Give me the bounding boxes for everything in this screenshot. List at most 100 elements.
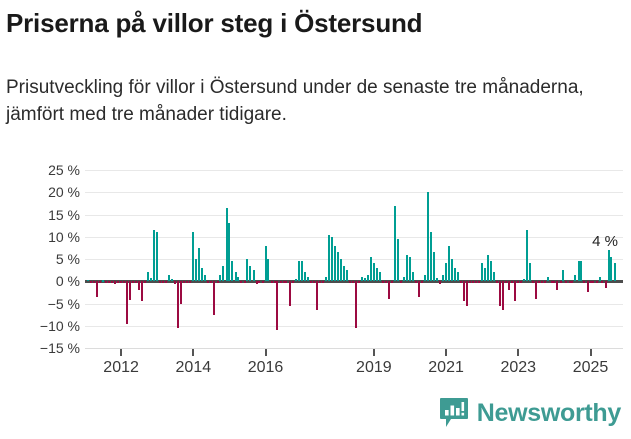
bar (538, 281, 541, 284)
bar (324, 276, 327, 282)
bar (234, 272, 237, 282)
y-axis-tick-label: 5 % (55, 251, 80, 267)
gridline (85, 259, 623, 260)
gridline (85, 170, 623, 171)
plot-area: 4 % (85, 170, 623, 349)
x-axis-tick (589, 349, 592, 356)
bar (490, 261, 493, 282)
brand-name: Newsworthy (476, 398, 622, 427)
bar (90, 281, 93, 284)
bar (559, 281, 562, 284)
bar (550, 281, 553, 284)
bar (571, 281, 574, 284)
bar (219, 274, 222, 282)
bar (339, 259, 342, 282)
bar (577, 261, 580, 282)
bar (183, 281, 186, 284)
bar (399, 281, 402, 284)
gridline (85, 236, 623, 238)
bar (436, 277, 439, 282)
bar (138, 281, 141, 291)
bar (165, 281, 168, 283)
y-axis-tick-label: 15 % (48, 206, 80, 223)
bar (267, 259, 270, 282)
bar (402, 276, 405, 282)
bar (568, 281, 571, 284)
bar (102, 280, 105, 282)
bar (547, 276, 550, 282)
chart-plot-wrapper: 25 % 20 % 15 % 10 % 5 % 0 % −5 % −10 % −15 % 4 %… (0, 160, 631, 376)
bar (478, 281, 481, 284)
x-axis-tick-label: 2023 (500, 359, 537, 376)
bar (330, 236, 333, 282)
bar (174, 281, 177, 284)
bar (93, 281, 96, 283)
bar (505, 281, 508, 284)
bar (222, 265, 225, 282)
bar (487, 254, 490, 282)
x-axis-tick (372, 349, 375, 356)
x-axis-tick-label: 2021 (428, 359, 464, 376)
bar (156, 232, 159, 282)
bar (417, 281, 420, 297)
bar (415, 281, 418, 284)
y-axis: 25 % 20 % 15 % 10 % 5 % 0 % −5 % −10 % −15 % (0, 163, 80, 355)
bar (420, 281, 423, 284)
x-axis-tick-label: 2014 (175, 359, 212, 376)
x-axis-tick (192, 349, 195, 356)
bar (493, 272, 496, 282)
bar (366, 274, 369, 282)
bar (144, 281, 147, 284)
bar (517, 281, 520, 284)
bar (508, 281, 511, 291)
bar (451, 259, 454, 282)
bar (496, 281, 499, 284)
bar (484, 267, 487, 282)
bar (535, 281, 538, 300)
bar (111, 281, 114, 283)
bar (147, 272, 150, 282)
bar (213, 281, 216, 315)
bar (210, 281, 213, 284)
bar (216, 281, 219, 284)
bar (327, 234, 330, 282)
x-axis-tick (445, 349, 448, 356)
bar (261, 281, 264, 284)
y-axis-tick-label: −15 % (39, 340, 80, 356)
bar (240, 281, 243, 284)
bar (583, 281, 586, 284)
bar (264, 245, 267, 282)
bar (351, 281, 354, 284)
bar (372, 263, 375, 282)
bar (279, 281, 282, 284)
bar (315, 281, 318, 311)
bar (604, 281, 607, 288)
x-axis-line (85, 348, 623, 349)
bar (306, 276, 309, 282)
bar (198, 247, 201, 282)
bar (381, 281, 384, 284)
bar (162, 281, 165, 284)
bar (429, 232, 432, 282)
bar (408, 256, 411, 282)
bar (246, 259, 249, 282)
bar (586, 281, 589, 293)
bar (354, 281, 357, 328)
bar (390, 281, 393, 284)
bar (565, 281, 568, 283)
bar (312, 281, 315, 284)
y-axis-tick-label: 0 % (55, 273, 80, 290)
bar (168, 274, 171, 282)
bar (122, 281, 125, 283)
value-annotation: 4 % (592, 233, 619, 251)
x-axis-tick (264, 349, 267, 356)
bar (541, 281, 544, 284)
bar (300, 261, 303, 282)
bar (511, 281, 514, 284)
bar (472, 281, 475, 283)
bar (159, 281, 162, 284)
bar (104, 281, 107, 284)
bar (610, 256, 613, 282)
bar (460, 281, 463, 284)
